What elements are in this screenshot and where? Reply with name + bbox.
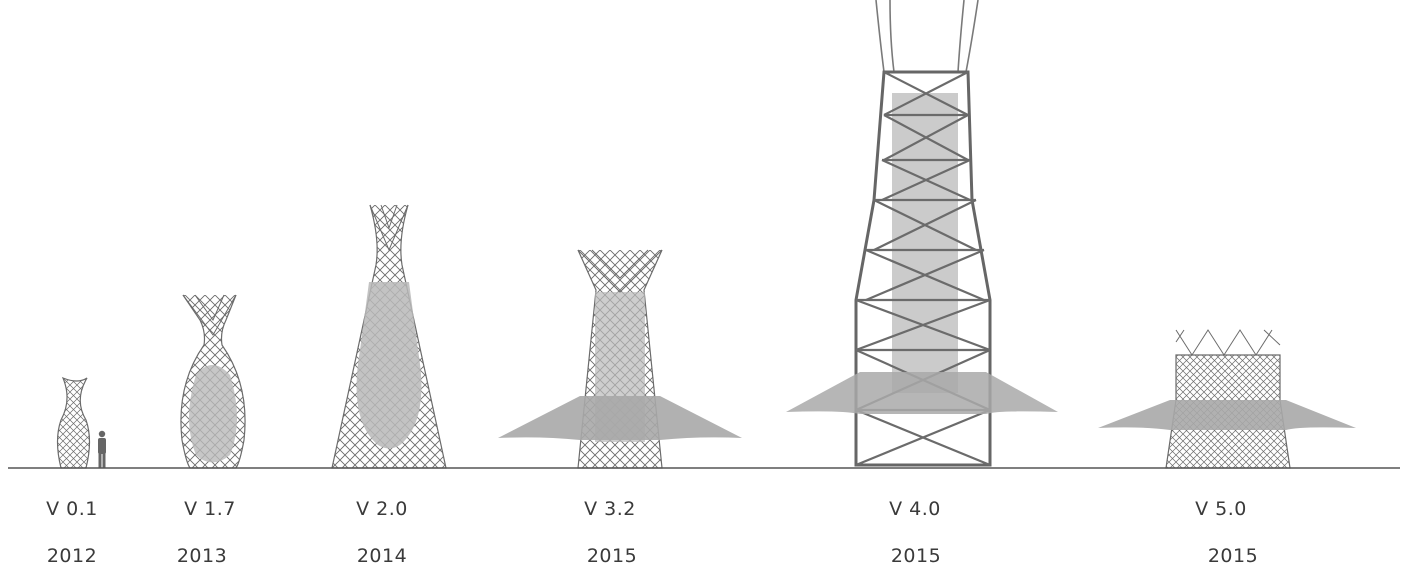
tower-v5-0: [1098, 329, 1356, 469]
tower-v2-0: [331, 204, 447, 469]
version-label: V 5.0: [1195, 498, 1247, 520]
year-label: 2012: [46, 545, 98, 567]
version-label: V 0.1: [46, 498, 98, 520]
year-label: 2013: [176, 545, 228, 567]
year-label: 2015: [586, 545, 638, 567]
tower-v4-0: [786, 0, 1058, 467]
version-label: V 3.2: [584, 498, 636, 520]
year-label: 2014: [356, 545, 408, 567]
tower-v0-1: [56, 376, 91, 469]
tower-v1-7: [180, 294, 246, 469]
version-label: V 2.0: [356, 498, 408, 520]
version-label: V 1.7: [184, 498, 236, 520]
tower-v3-2: [498, 249, 742, 469]
year-label: 2015: [890, 545, 942, 567]
year-label: 2015: [1207, 545, 1259, 567]
human-figure-icon: [98, 430, 106, 468]
version-label: V 4.0: [889, 498, 941, 520]
